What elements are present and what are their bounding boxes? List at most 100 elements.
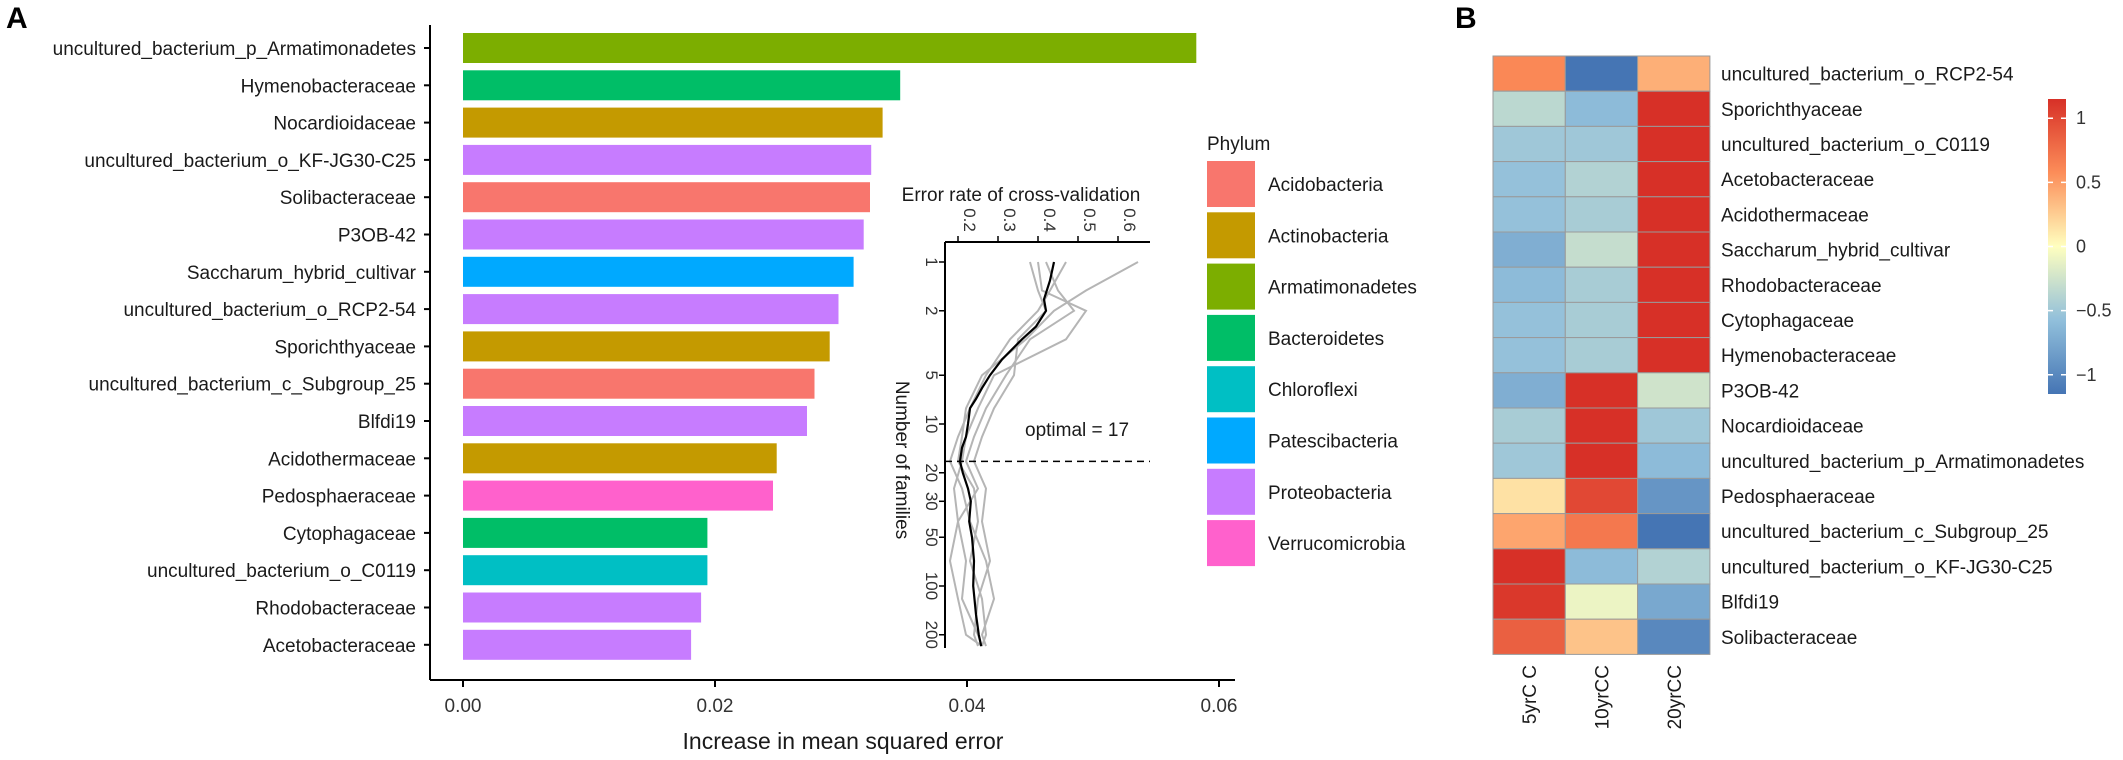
heat-cell-uncultured-bacterium-p-armatimonadetes-10yrcc [1564,442,1639,479]
heat-col-label-5yrc-c: 5yrC C [1520,665,1541,724]
heatmap-column-labels: 5yrC C 10yrCC 20yrCC [1520,665,1686,729]
inset-y-ticks: 1 2 5 10 20 30 50 100 200 [922,257,945,649]
heat-cell-hymenobacteraceae-10yrcc [1564,337,1639,374]
heat-row-label-uncultured-bacterium-o-kf-jg30-c25: uncultured_bacterium_o_KF-JG30-C25 [1721,557,2053,578]
heat-row-label-uncultured-bacterium-o-rcp2-54: uncultured_bacterium_o_RCP2-54 [1721,65,2014,86]
heat-row-label-uncultured-bacterium-p-armatimonadetes: uncultured_bacterium_p_Armatimonadetes [1721,452,2084,473]
bar-category-labels: uncultured_bacterium_p_Armatimonadetes Hy… [53,39,430,657]
inset-gray-line-4 [956,261,1139,647]
bar-uncultured-bacterium-c-subgroup-25 [463,368,815,399]
heat-cell-acetobacteraceae-5yrc-c [1492,161,1566,198]
inset-y-tick-label: 1 [922,257,941,266]
heat-cell-saccharum-hybrid-cultivar-5yrc-c [1492,231,1566,268]
bar-acetobacteraceae [463,629,692,660]
bar-uncultured-bacterium-p-armatimonadetes [463,33,1197,63]
bar-acidothermaceae [463,443,777,474]
legend-swatch-proteobacteria [1207,468,1255,515]
heat-cell-uncultured-bacterium-o-rcp2-54-10yrcc [1564,55,1639,92]
heat-row-label-pedosphaeraceae: Pedosphaeraceae [1721,487,1875,508]
legend-swatch-bacteroidetes [1207,314,1255,361]
inset-y-tick-label: 20 [922,463,941,482]
bar-uncultured-bacterium-o-rcp2-54 [463,294,839,325]
legend-label-patescibacteria: Patescibacteria [1268,432,1398,453]
colorbar-tick-label: −0.5 [2076,301,2112,321]
heat-cell-cytophagaceae-10yrcc [1564,301,1639,339]
heat-cell-blfdi19-20yrcc [1637,583,1711,620]
bar-uncultured-bacterium-o-c0119 [463,555,708,586]
inset-x-tick-label: 0.4 [1040,208,1059,232]
legend-label-chloroflexi: Chloroflexi [1268,380,1358,401]
bar-rhodobacteraceae [463,592,702,623]
bar-chart [463,33,1197,660]
heat-cell-rhodobacteraceae-20yrcc [1637,266,1711,303]
heat-row-label-acidothermaceae: Acidothermaceae [1721,205,1869,226]
heat-cell-uncultured-bacterium-o-rcp2-54-20yrcc [1637,55,1711,92]
phylum-legend: Phylum Acidobacteria Actinobacteria Armati… [1207,134,1417,567]
inset-y-tick-label: 200 [922,621,941,649]
bar-label-sporichthyaceae: Sporichthyaceae [274,337,416,358]
inset-y-tick-label: 30 [922,492,941,511]
inset-y-axis-title: Number of families [891,381,912,539]
bar-label-solibacteraceae: Solibacteraceae [280,188,416,209]
bar-pedosphaeraceae [463,480,773,511]
inset-x-tick-label: 0.2 [960,208,979,232]
bar-label-nocardioidaceae: Nocardioidaceae [273,114,416,135]
inset-x-tick-label: 0.5 [1080,208,1099,232]
heat-cell-acidothermaceae-20yrcc [1637,196,1711,233]
heat-row-label-p3ob-42: P3OB-42 [1721,381,1799,402]
bar-solibacteraceae [463,182,870,213]
bar-label-uncultured-bacterium-o-c0119: uncultured_bacterium_o_C0119 [147,561,416,582]
inset-x-tick-label: 0.3 [1000,208,1019,232]
inset-y-tick-label: 10 [922,415,941,434]
heatmap-cells [1492,55,1711,655]
bar-p3ob-42 [463,219,864,250]
heat-cell-uncultured-bacterium-o-c0119-20yrcc [1637,125,1711,163]
heat-cell-saccharum-hybrid-cultivar-10yrcc [1564,231,1639,268]
heat-cell-pedosphaeraceae-5yrc-c [1492,477,1566,515]
bar-uncultured-bacterium-o-kf-jg30-c25 [463,144,872,175]
colorbar-tick-label: 1 [2076,108,2086,128]
heat-cell-blfdi19-5yrc-c [1492,583,1566,620]
bar-label-cytophagaceae: Cytophagaceae [283,524,416,545]
inset-gray-line-1 [956,261,1076,647]
heat-cell-nocardioidaceae-5yrc-c [1492,407,1566,444]
heat-cell-uncultured-bacterium-o-c0119-5yrc-c [1492,125,1566,163]
inset-x-ticks: 0.2 0.3 0.4 0.5 0.6 [957,208,1139,242]
bar-x-tick-label: 0.06 [1201,696,1238,717]
colorbar-tick-label: 0 [2076,237,2086,257]
heat-cell-acidothermaceae-5yrc-c [1492,196,1566,233]
heat-cell-pedosphaeraceae-10yrcc [1564,477,1639,515]
heat-cell-rhodobacteraceae-5yrc-c [1492,266,1566,303]
heat-row-label-acetobacteraceae: Acetobacteraceae [1721,170,1874,191]
bar-x-tick-label: 0.04 [949,696,986,717]
colorbar [2048,99,2066,394]
legend-swatch-verrucomicrobia [1207,520,1255,567]
colorbar-ticks: 1 0.5 0 −0.5 −1 [2048,108,2112,385]
inset-y-tick-label: 100 [922,572,941,600]
heat-cell-uncultured-bacterium-o-kf-jg30-c25-5yrc-c [1492,548,1566,585]
bar-label-acidothermaceae: Acidothermaceae [268,449,416,470]
heat-row-label-solibacteraceae: Solibacteraceae [1721,628,1857,649]
heat-col-label-20yrcc: 20yrCC [1665,665,1686,729]
heat-cell-acetobacteraceae-20yrcc [1637,161,1711,198]
heat-cell-hymenobacteraceae-20yrcc [1637,337,1711,374]
heat-cell-solibacteraceae-5yrc-c [1492,618,1566,655]
inset-y-tick-label: 5 [922,370,941,379]
heatmap-row-labels: uncultured_bacterium_o_RCP2-54 Sporichthy… [1721,65,2084,649]
heat-row-label-nocardioidaceae: Nocardioidaceae [1721,417,1864,438]
bar-x-tick-label: 0.02 [697,696,734,717]
legend-swatch-patescibacteria [1207,417,1255,464]
heat-cell-p3ob-42-5yrc-c [1492,372,1566,409]
heat-row-label-cytophagaceae: Cytophagaceae [1721,311,1854,332]
colorbar-tick-label: −1 [2076,365,2097,385]
inset-gray-line-5 [972,261,1048,647]
cv-inset: Error rate of cross-validation 0.2 0.3 0.4… [891,185,1150,649]
legend-label-bacteroidetes: Bacteroidetes [1268,329,1384,350]
heat-cell-pedosphaeraceae-20yrcc [1637,477,1711,515]
colorbar-tick-label: 0.5 [2076,172,2101,192]
heat-cell-acidothermaceae-10yrcc [1564,196,1639,233]
legend-label-proteobacteria: Proteobacteria [1268,483,1392,504]
bar-label-saccharum-hybrid-cultivar: Saccharum_hybrid_cultivar [187,263,417,284]
heat-cell-solibacteraceae-10yrcc [1564,618,1639,655]
